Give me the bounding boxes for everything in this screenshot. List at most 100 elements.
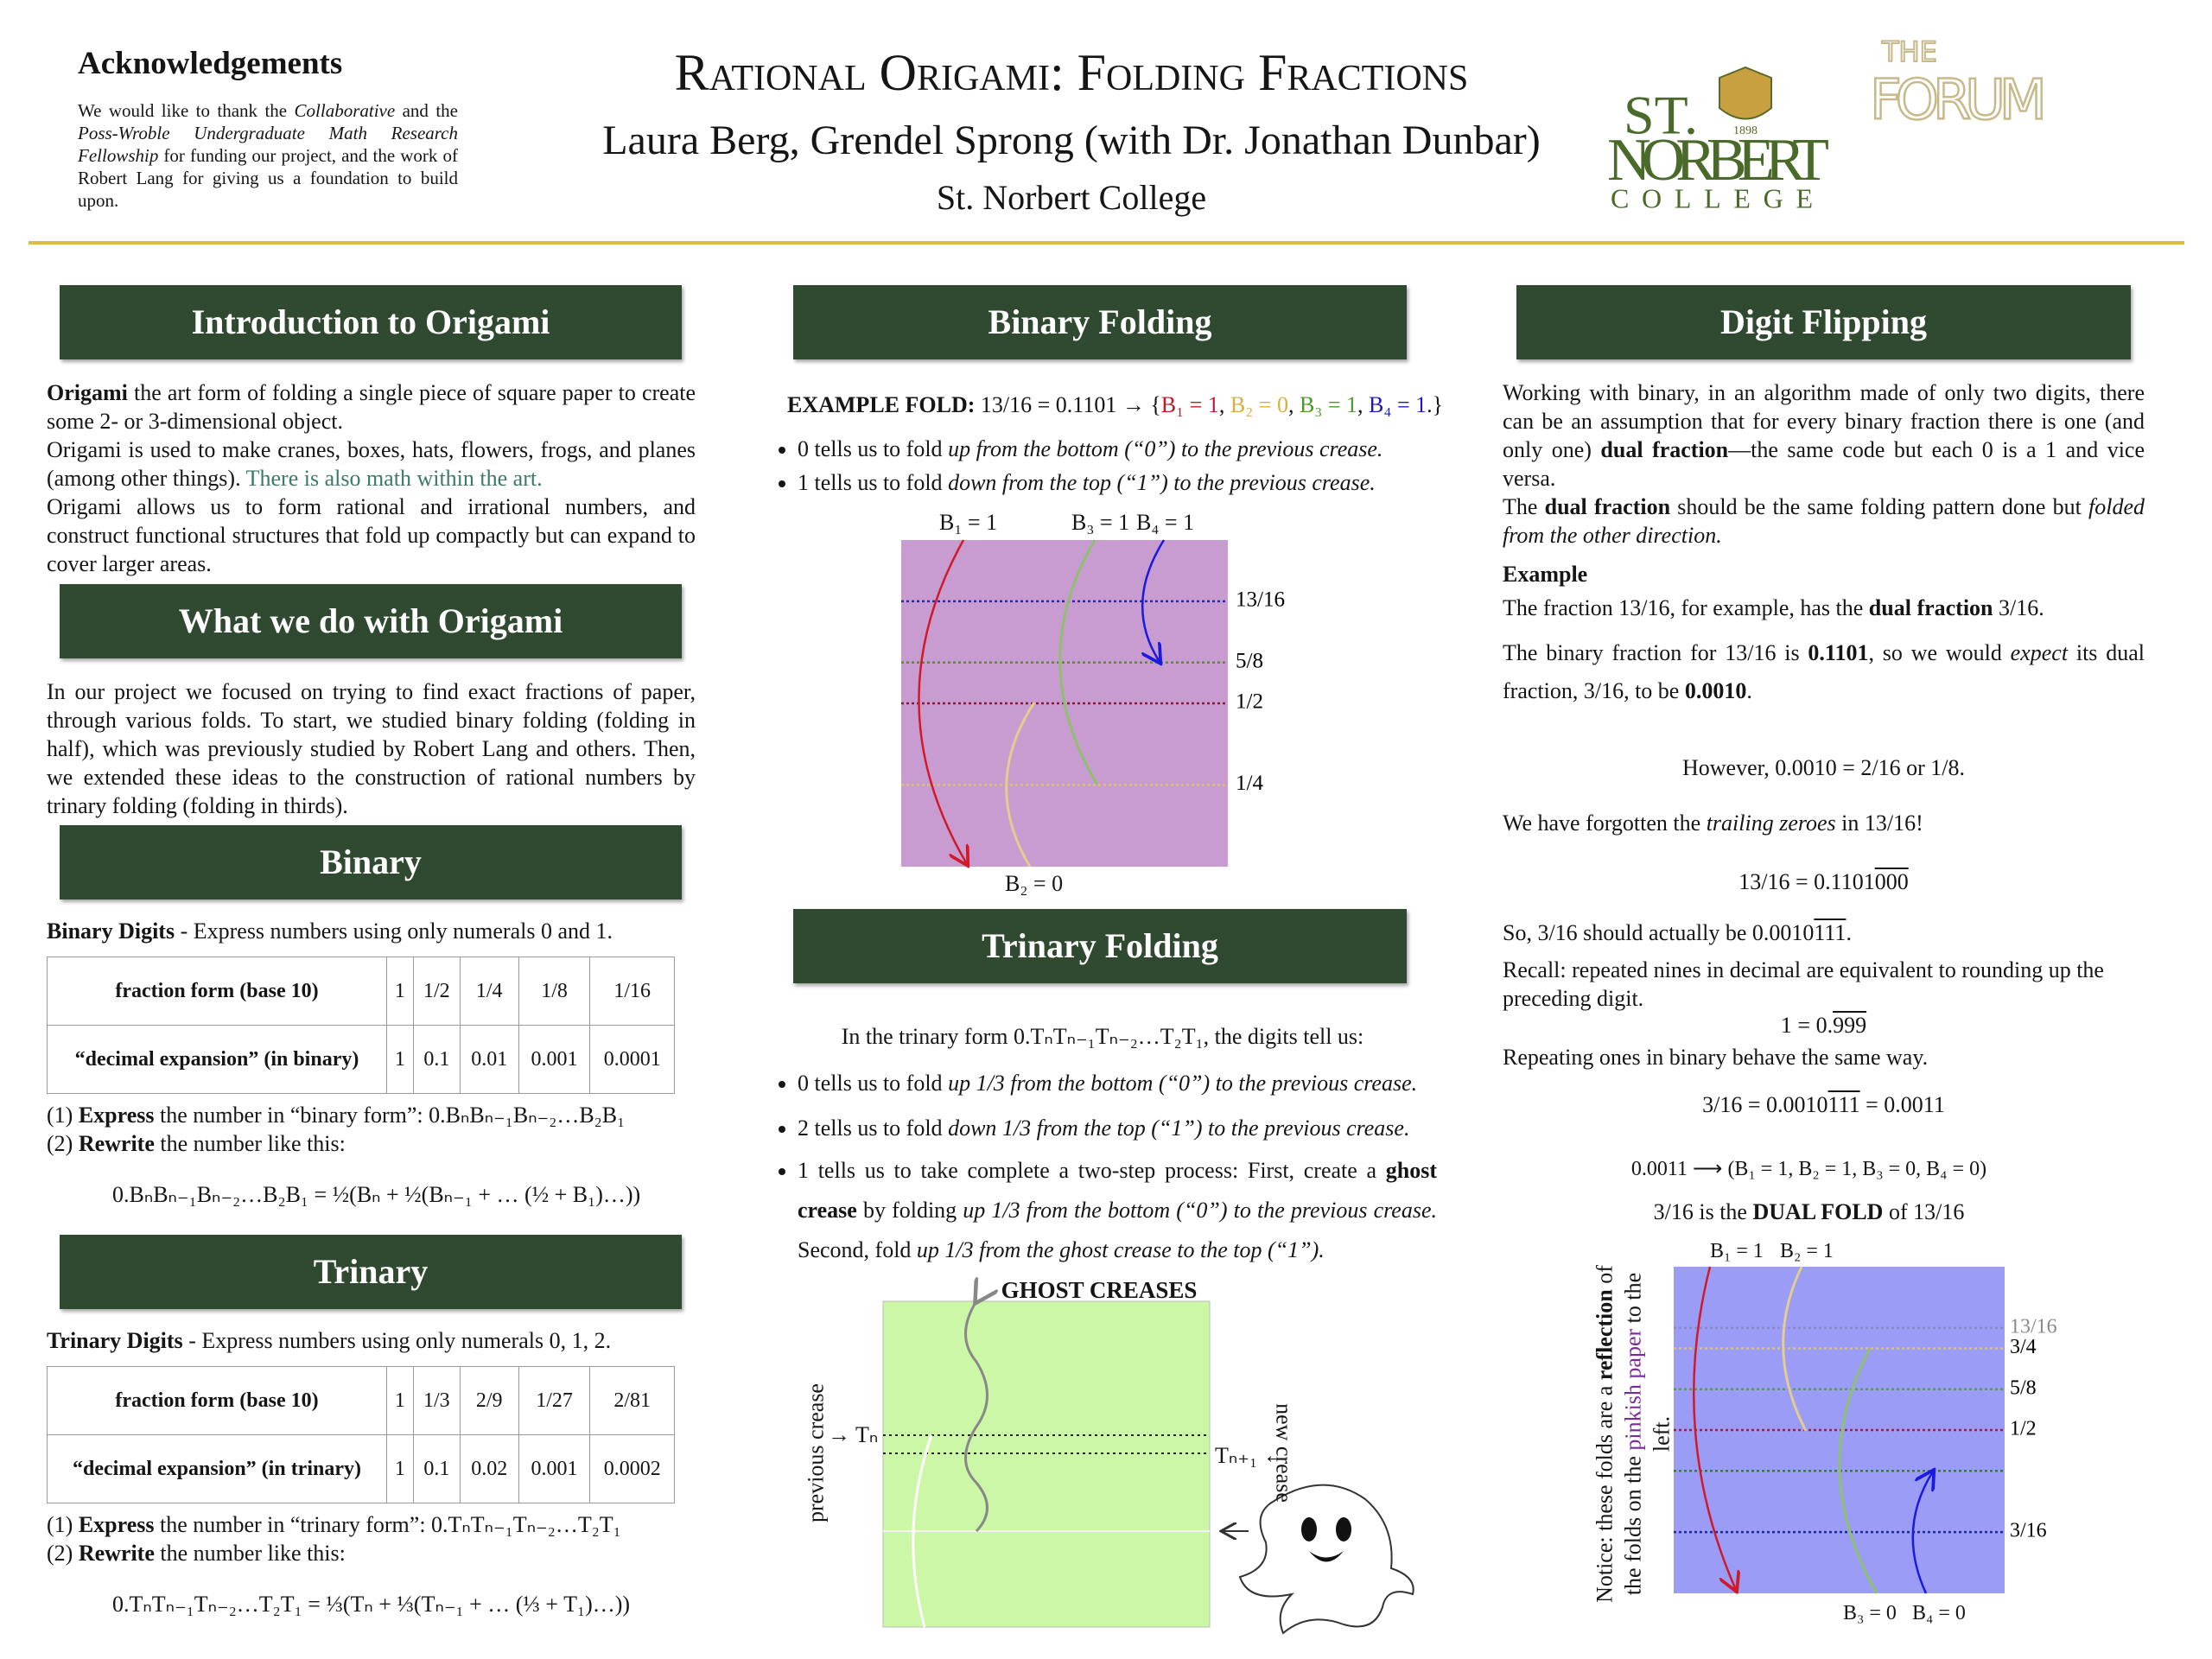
dual-fold: 3/16 is the DUAL FOLD of 13/16 [1488, 1198, 2130, 1226]
binary-lead: Binary Digits - Express numbers using on… [47, 917, 613, 945]
block: (1) Express the number in “binary form”:… [47, 1101, 625, 1129]
text-run: 000 [1874, 869, 1909, 894]
fold-arcs [918, 539, 1166, 868]
bullet: 1 tells us to take complete a two-step p… [798, 1151, 1437, 1270]
text-run: 3/16 = 0.0010 [1702, 1092, 1828, 1117]
table-row: “decimal expansion” (in binary) 1 0.1 0.01 0… [47, 1025, 675, 1094]
text-run: There is also math within the art. [245, 466, 543, 491]
trinary-bullets: 0 tells us to fold up 1/3 from the botto… [782, 1061, 1437, 1270]
example-fold: EXAMPLE FOLD: 13/16 = 0.1101 → {B₁ = 1, … [787, 391, 1443, 419]
trinary-table: fraction form (base 10) 1 1/3 2/9 1/27 2/81 “d… [47, 1366, 675, 1503]
crease-label: 1/2 [2010, 1418, 2037, 1440]
text-run: 0.1101 [1808, 640, 1869, 665]
diagram-label: B₂ = 0 [1005, 871, 1064, 896]
block: Working with binary, in an algorithm mad… [1503, 378, 2145, 493]
recall: Recall: repeated nines in decimal are eq… [1503, 957, 2104, 1011]
section-heading: Binary Folding [793, 285, 1407, 359]
text-run: up 1/3 from the bottom (“0”) to the prev… [963, 1198, 1437, 1223]
table-cell: 1 [386, 1366, 414, 1435]
text-run: B₁ = 1 [1160, 392, 1219, 417]
fold-arc [918, 539, 967, 864]
text-run: The [1503, 494, 1545, 519]
text-run: dual fraction [1868, 595, 1993, 620]
logo-text: THE [1881, 35, 1937, 68]
text-run: by folding [856, 1198, 963, 1223]
diagram-label: B₁ = 1 [1710, 1240, 1764, 1262]
block: The binary fraction for 13/16 is 0.1101,… [1503, 634, 2145, 710]
text-run: 1 = 0. [1780, 1013, 1834, 1038]
text-run: 0 tells us to fold [798, 436, 949, 461]
dual-diagram: 13/163/4 5/8 1/2 3/16 [1674, 1267, 2057, 1593]
text-run: = 0.0011 [1859, 1092, 1945, 1117]
text-run: Notice: these folds are a [1592, 1380, 1618, 1603]
st-norbert-logo: ST. 1898 NORBERT COLLEGE [1607, 66, 1830, 213]
text-run: folded from the other direction. [1503, 494, 2145, 548]
text-run: 13/16 = 0.1101 → { [975, 392, 1161, 417]
text-run: dual fraction [1544, 494, 1671, 519]
fold-arc [1005, 702, 1036, 868]
block: (2) Rewrite the number like this: [47, 1129, 625, 1158]
previous-crease: previous crease [803, 1383, 829, 1522]
text-run: the number like this: [154, 1541, 346, 1566]
table-cell: 1/16 [589, 957, 675, 1026]
text-run: 2 tells us to fold [798, 1116, 949, 1141]
table-cell: 1/8 [518, 957, 591, 1026]
section-heading: Binary [60, 825, 682, 899]
authors: Laura Berg, Grendel Sprong (with Dr. Jon… [602, 118, 1541, 163]
table-cell: 1/3 [412, 1366, 461, 1435]
trinary-formula: 0.TₙTₙ₋₁Tₙ₋₂…T₂T₁ = ⅓(Tₙ + ⅓(Tₙ₋₁ + … (⅓… [112, 1592, 631, 1617]
ghost-title: GHOST CREASES [1001, 1277, 1198, 1303]
text-run: Collaborative [294, 100, 396, 121]
table-cell: 1/2 [412, 957, 461, 1026]
text-run: in 13/16! [1835, 810, 1923, 836]
crest [1719, 66, 1772, 120]
text-run: Example [1503, 562, 1588, 587]
text-run: DUAL FOLD [1752, 1199, 1884, 1224]
binary-bullets: 0 tells us to fold up from the bottom (“… [782, 432, 1437, 499]
text-run: expect [2010, 640, 2069, 665]
crease-label: 5/8 [2010, 1376, 2037, 1399]
section-heading: What we do with Origami [60, 584, 682, 658]
fold-arc [1782, 1266, 1808, 1432]
text-run: (2) [47, 1541, 79, 1566]
text-run: 0 tells us to fold [798, 1071, 949, 1096]
bullet: 1 tells us to fold down from the top (“1… [798, 466, 1437, 499]
repeating: Repeating ones in binary behave the same… [1503, 1045, 1929, 1070]
fold-arc [1693, 1266, 1736, 1590]
text-run: up 1/3 from the bottom (“0”) to the prev… [948, 1071, 1418, 1096]
text-run: Origami [47, 380, 128, 405]
fold-arc [1911, 1471, 1933, 1594]
table-cell: 0.001 [518, 1434, 591, 1503]
text-run: B₄ = 1 [1369, 392, 1427, 417]
text-run: So, 3/16 should actually be 0.0010 [1503, 920, 1815, 945]
table-cell: 0.0001 [589, 1025, 675, 1094]
tn-label: → Tₙ [828, 1422, 879, 1447]
ghost-eye [1336, 1517, 1351, 1541]
text-run: , [1218, 392, 1230, 417]
block: (2) Rewrite the number like this: [47, 1539, 621, 1567]
table-cell: fraction form (base 10) [47, 957, 387, 1026]
text-run: 3/16 is the [1653, 1199, 1753, 1224]
tn1-label: Tₙ₊₁ ← [1215, 1443, 1286, 1468]
text-run: trailing zeroes [1706, 810, 1836, 836]
ack-text: We would like to thank the Collaborative… [78, 99, 458, 212]
table-row: “decimal expansion” (in trinary) 1 0.1 0.02… [47, 1434, 675, 1503]
text-run: B₂ = 0 [1230, 392, 1288, 417]
crease-label: 13/16 [1236, 588, 1285, 612]
table-cell: 2/9 [459, 1366, 519, 1435]
text-run: 1 tells us to fold [798, 470, 949, 495]
text-run: the art form of folding a single piece o… [47, 380, 696, 434]
block: Origami is used to make cranes, boxes, h… [47, 435, 696, 493]
title: Rational Origami: Folding Fractions [674, 44, 1469, 101]
new-crease: new crease [1271, 1403, 1297, 1503]
text-run: Working with binary, in an algorithm mad… [1503, 380, 2145, 462]
diagram-label: B₁ = 1 [939, 510, 998, 535]
binary-formula: 0.BₙBₙ₋₁Bₙ₋₂…B₂B₁ = ½(Bₙ + ½(Bₙ₋₁ + … (½… [112, 1182, 641, 1207]
binary-diagram: 13/16 5/8 1/2 1/4 [901, 540, 1285, 867]
section-heading: Introduction to Origami [60, 285, 682, 359]
crease-label: 13/16 [2010, 1315, 2057, 1338]
table-cell: 1/27 [518, 1366, 591, 1435]
